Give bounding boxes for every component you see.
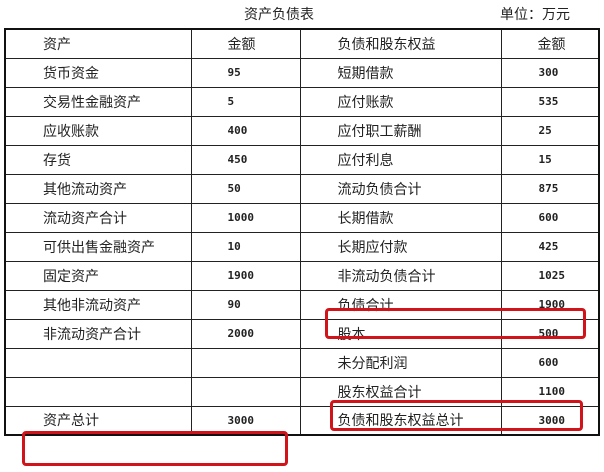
liability-amount: 425: [500, 231, 600, 262]
table-row: 固定资产 1900 非流动负债合计 1025: [4, 260, 600, 291]
header-amount: 金额: [190, 28, 301, 59]
liability-amount: 1900: [500, 289, 600, 320]
table-row: 交易性金融资产 5 应付账款 535: [4, 86, 600, 117]
asset-name: 其他非流动资产: [4, 289, 192, 320]
table-row: 存货 450 应付利息 15: [4, 144, 600, 175]
table-title: 资产负债表: [244, 7, 314, 23]
table-row: 其他流动资产 50 流动负债合计 875: [4, 173, 600, 204]
asset-name: 固定资产: [4, 260, 192, 291]
liability-amount: 600: [500, 202, 600, 233]
asset-name: 非流动资产合计: [4, 318, 192, 349]
asset-amount: [190, 347, 301, 378]
highlight-total-assets: [22, 431, 288, 466]
asset-amount: 400: [190, 115, 301, 146]
asset-name: 应收账款: [4, 115, 192, 146]
asset-amount: 50: [190, 173, 301, 204]
liability-name: 长期借款: [299, 202, 502, 233]
asset-amount: 90: [190, 289, 301, 320]
liability-name: 应付账款: [299, 86, 502, 117]
table-row: 应收账款 400 应付职工薪酬 25: [4, 115, 600, 146]
liability-amount: 600: [500, 347, 600, 378]
liability-name: 应付利息: [299, 144, 502, 175]
liability-amount: 300: [500, 57, 600, 88]
table-row: 可供出售金融资产 10 长期应付款 425: [4, 231, 600, 262]
asset-name: [4, 376, 192, 407]
unit-label: 单位：万元: [500, 7, 570, 23]
asset-amount: 95: [190, 57, 301, 88]
liability-amount: 15: [500, 144, 600, 175]
asset-name: 货币资金: [4, 57, 192, 88]
asset-name: 资产总计: [4, 405, 192, 436]
header-liabilities-equity: 负债和股东权益: [299, 28, 502, 59]
liability-name: 非流动负债合计: [299, 260, 502, 291]
header-amount: 金额: [500, 28, 600, 59]
asset-amount: 1000: [190, 202, 301, 233]
asset-amount: 1900: [190, 260, 301, 291]
liability-name: 未分配利润: [299, 347, 502, 378]
asset-name: 流动资产合计: [4, 202, 192, 233]
liability-name: 长期应付款: [299, 231, 502, 262]
liability-amount: 25: [500, 115, 600, 146]
table-row: 未分配利润 600: [4, 347, 600, 378]
table-row: 货币资金 95 短期借款 300: [4, 57, 600, 88]
asset-amount: 450: [190, 144, 301, 175]
header-row: 资产 金额 负债和股东权益 金额: [4, 28, 600, 59]
table-row: 流动资产合计 1000 长期借款 600: [4, 202, 600, 233]
asset-amount: 10: [190, 231, 301, 262]
asset-amount: 2000: [190, 318, 301, 349]
highlight-total-liabilities: [325, 308, 586, 339]
highlight-total-equity: [330, 400, 583, 431]
liability-name: 股本: [299, 318, 502, 349]
asset-name: 存货: [4, 144, 192, 175]
header-assets: 资产: [4, 28, 192, 59]
balance-sheet-table: 资产 金额 负债和股东权益 金额 货币资金 95 短期借款 300 交易性金融资产 5 应付…: [4, 28, 600, 436]
liability-amount: 875: [500, 173, 600, 204]
asset-name: 可供出售金融资产: [4, 231, 192, 262]
liability-amount: 1025: [500, 260, 600, 291]
asset-name: 交易性金融资产: [4, 86, 192, 117]
asset-amount: 5: [190, 86, 301, 117]
liability-name: 短期借款: [299, 57, 502, 88]
asset-amount: 3000: [190, 405, 301, 436]
liability-amount: 535: [500, 86, 600, 117]
asset-name: [4, 347, 192, 378]
asset-name: 其他流动资产: [4, 173, 192, 204]
liability-name: 应付职工薪酬: [299, 115, 502, 146]
liability-name: 流动负债合计: [299, 173, 502, 204]
asset-amount: [190, 376, 301, 407]
